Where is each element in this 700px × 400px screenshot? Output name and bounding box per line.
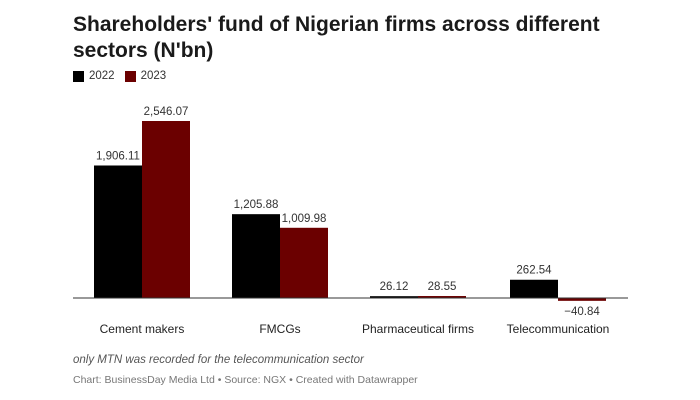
bar-telecommunication-2022 <box>510 279 558 298</box>
bar-cement-makers-2022 <box>94 165 142 298</box>
chart-title: Shareholders' fund of Nigerian firms acr… <box>73 13 600 62</box>
data-label-fmcgs-2022: 1,205.88 <box>234 199 279 211</box>
data-label-pharmaceutical-firms-2022: 26.12 <box>380 281 409 293</box>
legend-label-2022: 2022 <box>89 70 115 82</box>
bar-pharmaceutical-firms-2022 <box>370 296 418 298</box>
legend-swatch-2022 <box>73 70 84 82</box>
data-label-cement-makers-2022: 1,906.11 <box>96 150 140 162</box>
bar-fmcgs-2023 <box>280 227 328 298</box>
data-label-cement-makers-2023: 2,546.07 <box>144 106 189 118</box>
legend-item-2023: 2023 <box>124 70 167 82</box>
category-label-cement-makers: Cement makers <box>100 322 185 336</box>
bar-cement-makers-2023 <box>142 121 190 298</box>
data-label-telecommunication-2022: 262.54 <box>516 265 552 277</box>
category-label-telecommunication: Telecommunication <box>507 322 610 336</box>
legend-swatch-2023 <box>124 70 136 82</box>
data-label-fmcgs-2023: 1,009.98 <box>282 213 327 225</box>
legend-label-2023: 2023 <box>140 70 167 82</box>
category-label-fmcgs: FMCGs <box>259 322 300 336</box>
category-label-pharmaceutical-firms: Pharmaceutical firms <box>362 322 474 336</box>
data-label-telecommunication-2023: −40.84 <box>564 306 600 318</box>
legend: 2022 2023 <box>73 70 176 82</box>
data-label-pharmaceutical-firms-2023: 28.55 <box>428 281 457 293</box>
bar-fmcgs-2022 <box>232 214 280 298</box>
bar-telecommunication-2023 <box>558 298 606 301</box>
bar-pharmaceutical-firms-2023 <box>418 296 466 298</box>
legend-item-2022: 2022 <box>73 70 115 82</box>
chart-source: Chart: BusinessDay Media Ltd • Source: N… <box>73 374 418 386</box>
chart-note: only MTN was recorded for the telecommun… <box>73 354 364 366</box>
